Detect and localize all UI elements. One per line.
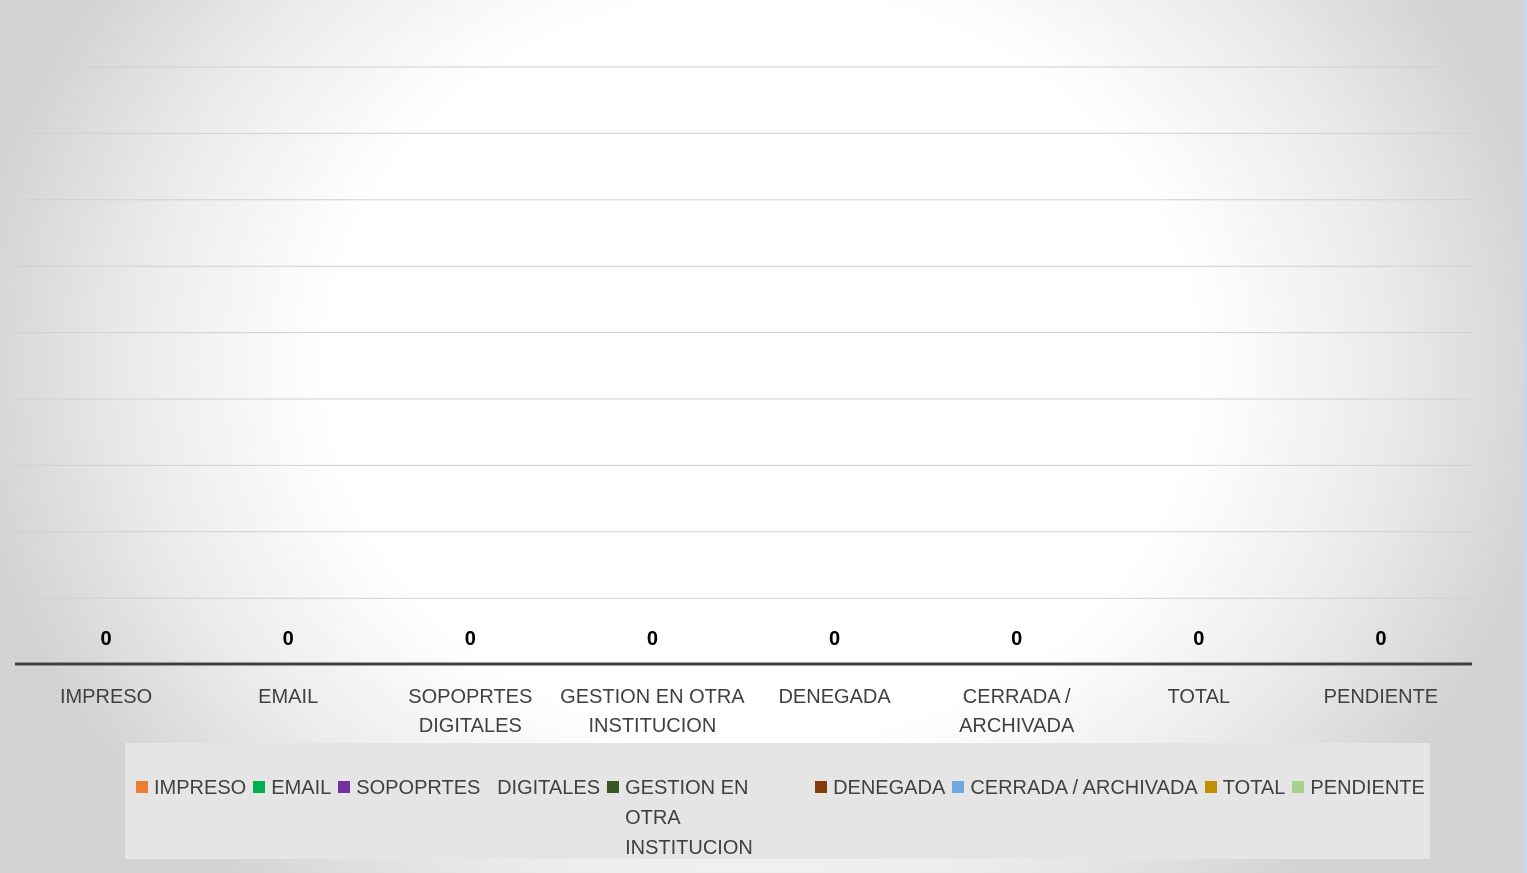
category-label-line: IMPRESO (60, 686, 152, 708)
category-label: CERRADA / ARCHIVADA (959, 686, 1075, 737)
category-label-line: EMAIL (258, 686, 318, 708)
legend-label: GESTION EN OTRA INSTITUCION (625, 777, 753, 859)
legend-swatch (607, 781, 620, 793)
legend-item: PENDIENTE (1292, 773, 1425, 803)
legend-label: CERRADA / ARCHIVADA (970, 777, 1198, 799)
data-label: 0 (283, 628, 294, 650)
category-label-line: SOPOPRTES (408, 686, 532, 708)
category-label: SOPOPRTES DIGITALES (408, 686, 532, 737)
legend-item: EMAIL (253, 773, 331, 803)
data-label: 0 (1011, 628, 1022, 650)
legend-swatch (253, 781, 266, 793)
data-label: 0 (101, 628, 112, 650)
legend-swatch (338, 781, 351, 793)
category-label-line: INSTITUCION (589, 715, 717, 737)
category-label: IMPRESO (60, 686, 152, 708)
legend-swatch (136, 781, 148, 793)
category-label-line: CERRADA / (963, 686, 1071, 708)
legend-label: PENDIENTE (1310, 777, 1425, 799)
data-label: 0 (1375, 628, 1386, 650)
category-label-line: ARCHIVADA (959, 715, 1075, 737)
legend-label: SOPOPRTES DIGITALES (356, 777, 601, 799)
category-label-line: PENDIENTE (1324, 686, 1438, 708)
category-label: GESTION EN OTRA INSTITUCION (560, 686, 745, 737)
legend-swatch (815, 781, 828, 793)
legend-item: IMPRESO (136, 773, 246, 803)
legend-item: TOTAL (1204, 773, 1286, 803)
legend-row: IMPRESO EMAIL SOPOPRTES DIGITALES GESTION E… (136, 773, 1430, 863)
legend-item: DENEGADA (815, 773, 945, 803)
data-label: 0 (647, 628, 658, 650)
data-label: 0 (829, 628, 840, 650)
legend-item: GESTION EN OTRA INSTITUCION (607, 773, 808, 863)
legend-label: EMAIL (271, 777, 332, 799)
category-label: PENDIENTE (1324, 686, 1438, 708)
legend-label: DENEGADA (833, 777, 946, 799)
category-label: DENEGADA (778, 686, 891, 708)
category-label-line: DENEGADA (778, 686, 891, 708)
legend-swatch (952, 781, 965, 793)
category-label-line: TOTAL (1167, 686, 1230, 708)
legend-swatch (1292, 781, 1305, 793)
legend-label: TOTAL (1222, 777, 1286, 799)
legend-label: IMPRESO (154, 777, 247, 799)
legend-item: CERRADA / ARCHIVADA (952, 773, 1198, 803)
category-label-line: GESTION EN OTRA (560, 686, 745, 708)
data-label: 0 (1193, 628, 1204, 650)
legend-swatch (1204, 781, 1217, 793)
data-label: 0 (465, 628, 476, 650)
category-label: TOTAL (1167, 686, 1230, 708)
legend-item: SOPOPRTES DIGITALES (338, 773, 600, 803)
legend: IMPRESO EMAIL SOPOPRTES DIGITALES GESTION E… (125, 743, 1430, 859)
category-label-line: DIGITALES (419, 715, 522, 737)
category-label: EMAIL (258, 686, 318, 708)
